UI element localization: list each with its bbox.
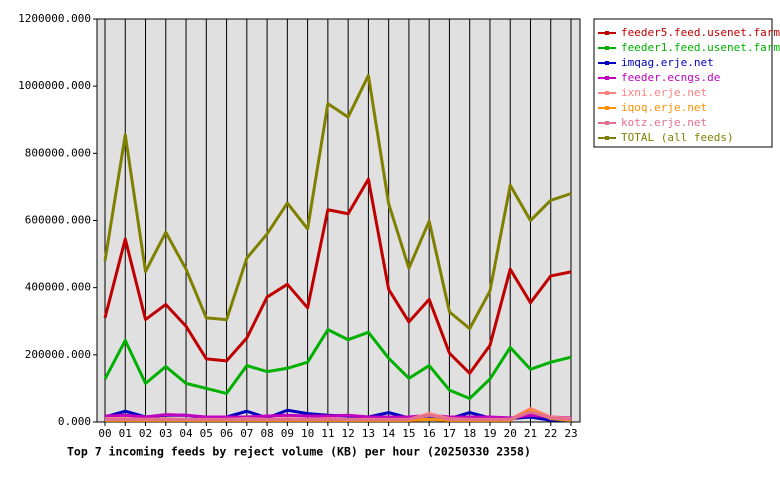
x-tick-label: 05 <box>200 427 213 440</box>
x-tick-label: 17 <box>443 427 456 440</box>
x-tick-label: 00 <box>98 427 111 440</box>
legend-marker <box>605 136 609 140</box>
x-tick-label: 13 <box>362 427 375 440</box>
x-tick-label: 06 <box>220 427 233 440</box>
x-tick-label: 02 <box>139 427 152 440</box>
x-tick-label: 14 <box>382 427 396 440</box>
y-tick-label: 600000.000 <box>25 214 91 227</box>
x-tick-label: 22 <box>544 427 557 440</box>
legend-label: TOTAL (all feeds) <box>621 131 734 144</box>
legend-label: iqoq.erje.net <box>621 101 707 114</box>
legend-marker <box>605 31 609 35</box>
x-tick-label: 07 <box>240 427 253 440</box>
x-tick-label: 20 <box>504 427 517 440</box>
legend-box <box>593 18 773 148</box>
legend-label: kotz.erje.net <box>621 116 707 129</box>
legend-label: imqag.erje.net <box>621 56 714 69</box>
legend-marker <box>605 76 609 80</box>
legend-marker <box>605 61 609 65</box>
legend-label: feeder1.feed.usenet.farm <box>621 41 780 54</box>
series-line <box>103 73 572 331</box>
y-tick-label: 1200000.000 <box>18 12 91 25</box>
x-tick-label: 01 <box>119 427 132 440</box>
y-tick-label: 200000.000 <box>25 348 91 361</box>
plot-area <box>96 18 581 423</box>
x-tick-label: 10 <box>301 427 314 440</box>
x-tick-label: 15 <box>402 427 415 440</box>
x-tick-label: 12 <box>342 427 355 440</box>
chart-title: Top 7 incoming feeds by reject volume (K… <box>67 445 531 459</box>
x-tick-label: 11 <box>321 427 334 440</box>
x-tick-label: 23 <box>564 427 577 440</box>
legend-marker <box>605 91 609 95</box>
legend-marker <box>605 106 609 110</box>
series-line <box>103 328 572 400</box>
legend-marker <box>605 121 609 125</box>
legend-label: ixni.erje.net <box>621 86 707 99</box>
y-tick-label: 800000.000 <box>25 146 91 159</box>
x-tick-label: 16 <box>423 427 436 440</box>
legend-marker <box>605 46 609 50</box>
x-tick-label: 09 <box>281 427 294 440</box>
y-tick-label: 1000000.000 <box>18 79 91 92</box>
x-tick-label: 08 <box>260 427 273 440</box>
x-tick-label: 19 <box>483 427 496 440</box>
x-tick-label: 18 <box>463 427 476 440</box>
x-tick-label: 21 <box>524 427 537 440</box>
series-line <box>104 413 572 420</box>
y-tick-label: 400000.000 <box>25 281 91 294</box>
x-tick-label: 03 <box>159 427 172 440</box>
x-tick-label: 04 <box>179 427 193 440</box>
series-line <box>105 410 572 421</box>
y-tick-label: 0.000 <box>58 415 91 428</box>
legend-label: feeder.ecngs.de <box>621 71 720 84</box>
legend-label: feeder5.feed.usenet.farm <box>621 26 780 39</box>
series-line <box>103 177 572 375</box>
